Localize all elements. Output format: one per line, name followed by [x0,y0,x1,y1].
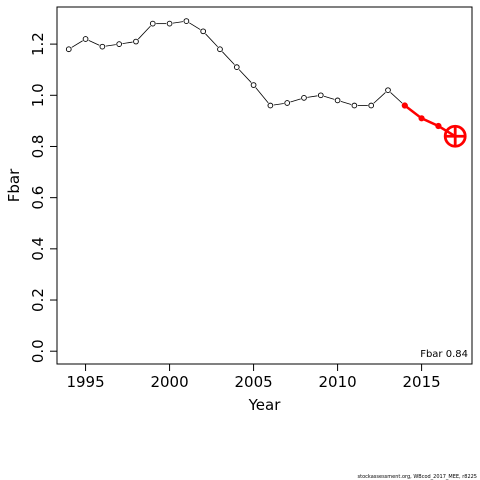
series-layer [65,18,467,148]
x-tick-label: 2000 [150,373,188,391]
estimate-segment [323,95,335,100]
x-tick-label: 2005 [234,373,272,391]
estimate-point [200,28,207,35]
y-tick-label: 1.0 [29,83,47,107]
plot-frame [56,6,473,365]
y-tick-label: 0.6 [29,186,47,210]
estimate-point [284,100,291,106]
x-tick-label: 2010 [318,373,356,391]
estimate-segment [238,69,252,83]
estimate-point [368,102,375,109]
estimate-point [233,64,240,70]
footer-credit: stockassessment.org, WBcod_2017_MEE, r82… [358,474,477,480]
estimate-segment [390,92,403,104]
x-axis-label: Year [248,396,282,414]
estimate-point [166,20,173,27]
estimate-point [351,102,358,109]
x-tick-label: 1995 [66,373,104,391]
estimate-segment [138,25,151,40]
y-axis: 0.0 0.2 0.4 0.6 0.8 1.0 1.2 [29,32,57,363]
estimate-point [334,97,341,104]
forecast-final-marker [443,124,467,148]
y-tick-label: 1.2 [29,32,47,56]
estimate-segment [340,101,352,105]
estimate-point [65,46,72,53]
estimate-segment [205,33,218,48]
y-tick-label: 0.4 [29,237,47,261]
estimate-segment [122,41,133,44]
estimate-segment [189,22,201,30]
y-tick-label: 0.0 [29,339,47,363]
y-axis-label: Fbar [5,168,23,202]
estimate-segment [71,40,83,48]
estimate-point [317,92,324,99]
estimate-point [267,102,274,109]
estimate-point [149,20,156,27]
x-tick-label: 2015 [403,373,441,391]
estimate-segment [273,103,284,106]
estimate-point [250,82,257,88]
estimate-segment [373,92,386,104]
forecast-point [418,115,425,122]
estimate-segment [88,40,100,46]
estimate-segment [307,95,318,98]
y-tick-label: 0.2 [29,288,47,312]
estimate-segment [105,44,116,47]
estimate-point [82,36,89,42]
estimate-point [116,41,123,47]
fbar-annotation: Fbar 0.84 [420,349,468,360]
x-axis: 1995 2000 2005 2010 2015 [66,364,441,391]
estimate-segment [172,21,184,24]
estimate-point [183,18,190,24]
forecast-point [435,122,442,130]
forecast-point [401,102,408,109]
estimate-point [133,38,139,45]
estimate-point [385,87,391,94]
y-tick-label: 0.8 [29,135,47,159]
estimate-point [217,46,223,53]
estimate-segment [222,51,235,65]
estimate-point [301,94,307,101]
estimate-segment [255,87,269,104]
estimate-point [99,43,106,50]
estimate-segment [290,98,301,103]
